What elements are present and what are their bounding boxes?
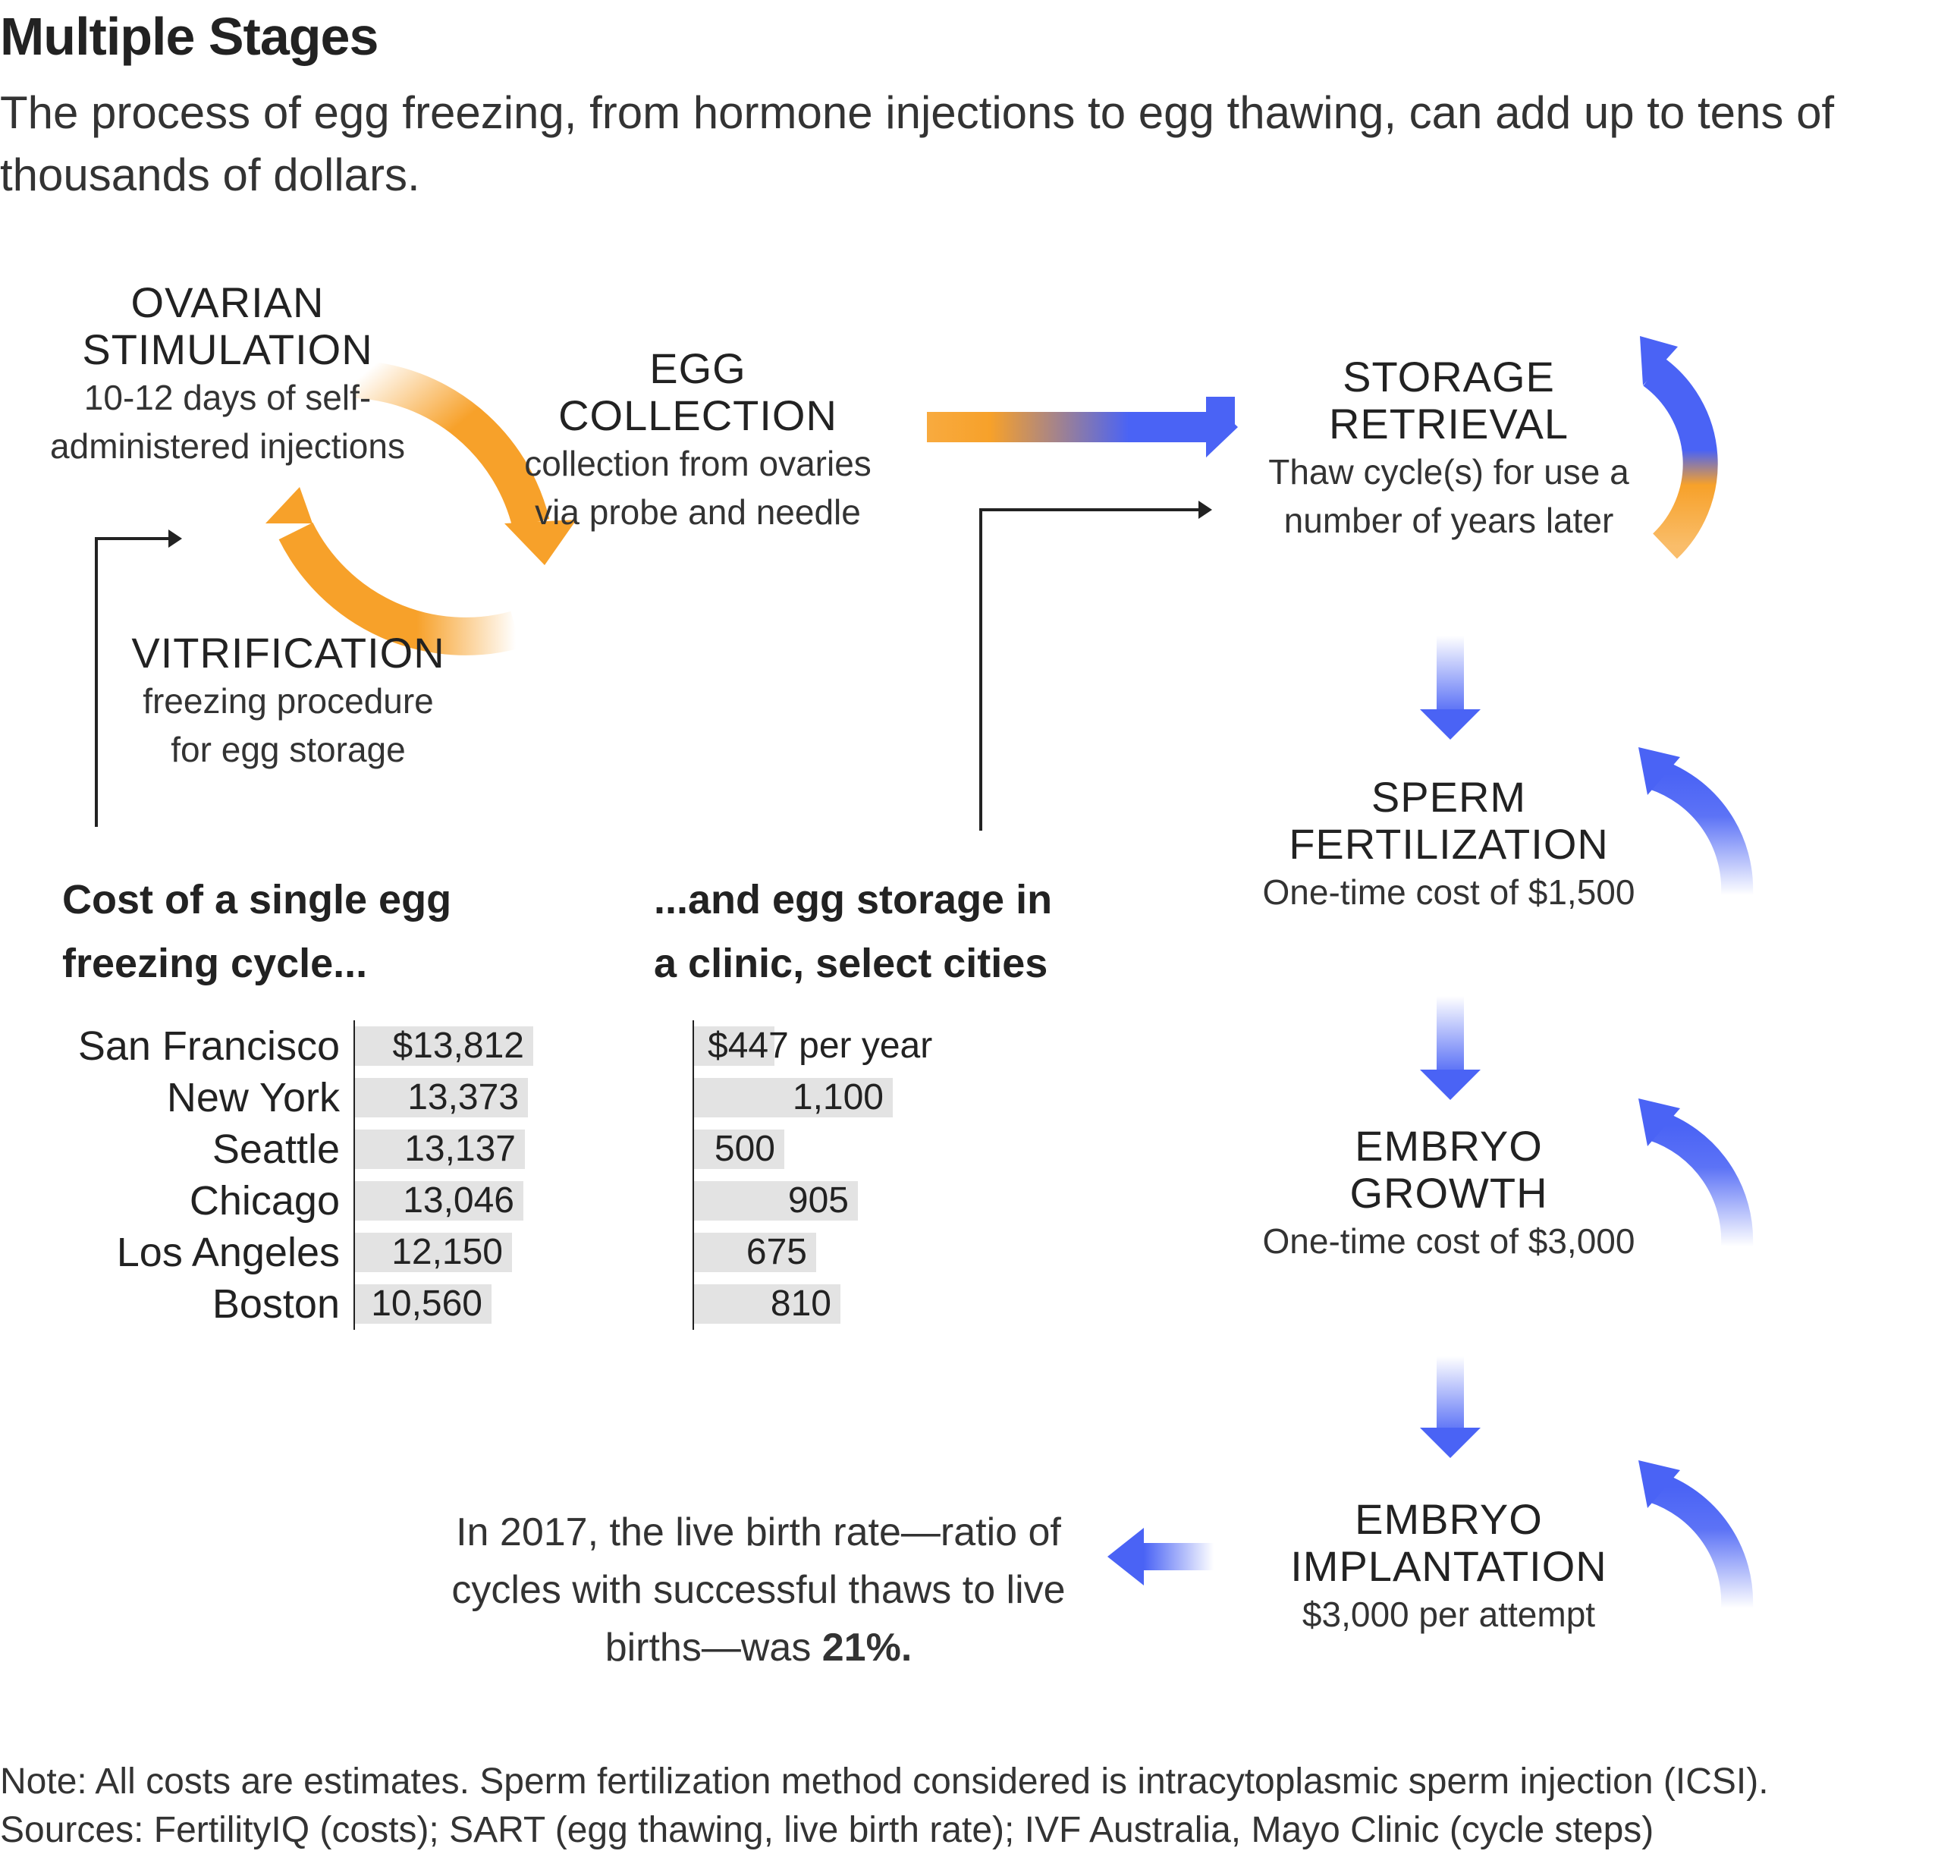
growth-arc [1648,1110,1754,1248]
cycle-cost-title: Cost of a single egg freezing cycle... [62,868,487,995]
left-arrow-shaft [1144,1543,1214,1570]
result-line: In 2017, the live birth rate—ratio of [456,1510,1061,1554]
stage-name: STORAGE [1343,353,1555,401]
cycle-cost-bar [355,1130,525,1169]
city-label: Los Angeles [116,1230,340,1275]
stage-name: RETRIEVAL [1328,400,1569,448]
stage-sperm-fertilization: SPERM FERTILIZATION One-time cost of $1,… [1244,774,1654,916]
storage-cost-value: 1,100 [792,1077,884,1117]
cycle-cost-value: 10,560 [371,1284,482,1324]
result-line: births—was 21%. [425,1619,1092,1676]
stage-name: EGG [649,344,746,392]
stage-desc: via probe and needle [535,492,861,532]
stage-vitrification: VITRIFICATION freezing procedure for egg… [114,630,463,774]
storage-cost-chart: $447 per year 1,100 500 905 675 810 [683,1020,1138,1339]
stage-ovarian-stimulation: OVARIAN STIMULATION 10-12 days of self- … [30,279,425,470]
result-line: cycles with successful thaws to live [451,1568,1066,1612]
retrieval-arrowhead [1640,336,1678,385]
page-subtitle: The process of egg freezing, from hormon… [0,87,1835,200]
storage-cost-value: 675 [746,1232,807,1272]
sperm-arc [1648,759,1754,897]
storage-cost-value: $447 per year [708,1026,933,1066]
cycle-arrowhead-up [265,487,313,523]
stage-desc: Thaw cycle(s) for use a [1268,452,1629,492]
chart-title-line: freezing cycle... [62,941,368,986]
implantation-arc [1648,1472,1754,1610]
cycle-cost-value: $13,812 [392,1026,524,1066]
result-prefix: births—was [605,1626,822,1670]
storage-cost-value: 500 [714,1129,775,1169]
storage-cost-bar [694,1284,840,1324]
footer-sources: Sources: FertilityIQ (costs); SART (egg … [0,1810,1654,1850]
stage-name: OVARIAN [130,278,325,326]
chart-title-line: ...and egg storage in [654,877,1053,922]
connector-cycle-cost [95,537,168,827]
stage-storage-retrieval: STORAGE RETRIEVAL Thaw cycle(s) for use … [1244,354,1654,545]
stage-name: STIMULATION [82,325,373,373]
retrieval-arc [1643,357,1718,559]
stage-desc: administered injections [50,426,405,466]
storage-cost-value: 905 [787,1180,849,1221]
cycle-cost-chart: San Francisco $13,812 New York 13,373 Seattl… [0,1020,759,1339]
stage-embryo-growth: EMBRYO GROWTH One-time cost of $3,000 [1244,1123,1654,1265]
cycle-cost-value: 12,150 [391,1232,503,1272]
storage-cost-title: ...and egg storage in a clinic, select c… [654,868,1124,995]
stage-desc: for egg storage [171,730,406,769]
cycle-cost-value: 13,373 [407,1077,519,1117]
connector-storage [979,508,1198,831]
stage-desc: number of years later [1283,501,1614,540]
cycle-arrowhead-down [504,520,576,565]
down-arrow-3 [1437,1356,1464,1440]
stage-desc: freezing procedure [143,681,434,721]
storage-cost-bar [694,1233,816,1272]
cycle-cost-value: 13,046 [403,1180,514,1221]
cycle-cost-bar [355,1026,533,1066]
chart-axis-line [693,1020,694,1330]
city-label: Chicago [189,1178,340,1224]
stage-name: IMPLANTATION [1290,1542,1607,1590]
down-arrow-1 [1437,636,1464,719]
left-arrowhead [1107,1528,1144,1585]
cycle-arc-top [355,360,550,529]
stage-name: VITRIFICATION [131,629,445,677]
cycle-cost-bar [355,1078,528,1117]
chart-axis-line [353,1020,355,1330]
down-arrow-2 [1437,996,1464,1079]
stage-name: EMBRYO [1355,1495,1543,1543]
storage-cost-value: 810 [770,1284,831,1324]
chart-title-line: Cost of a single egg [62,877,452,922]
horizontal-arrow-shaft [927,412,1215,442]
stage-egg-collection: EGG COLLECTION collection from ovaries v… [516,345,880,536]
stage-name: COLLECTION [558,391,837,439]
cycle-arc-bottom [278,522,521,655]
live-birth-rate-note: In 2017, the live birth rate—ratio of cy… [425,1504,1092,1676]
cycle-cost-value: 13,137 [404,1129,516,1169]
stage-name: EMBRYO [1355,1122,1543,1170]
chart-title-line: a clinic, select cities [654,941,1048,986]
city-label: San Francisco [77,1023,340,1069]
stage-name: FERTILIZATION [1289,820,1609,868]
cycle-cost-bar [355,1233,512,1272]
stage-desc: One-time cost of $3,000 [1262,1221,1635,1261]
footer-note: Note: All costs are estimates. Sperm fer… [0,1761,1769,1802]
stage-desc: $3,000 per attempt [1302,1595,1596,1634]
city-label: Seattle [212,1127,340,1172]
storage-cost-bar [694,1130,784,1169]
city-label: New York [166,1075,340,1120]
page-title: Multiple Stages [0,7,378,66]
stage-desc: collection from ovaries [524,444,872,483]
storage-cost-bar [694,1026,774,1066]
stage-name: GROWTH [1349,1169,1548,1217]
result-rate: 21%. [821,1626,912,1670]
stage-desc: One-time cost of $1,500 [1262,872,1635,912]
cycle-cost-bar [355,1284,492,1324]
stage-name: SPERM [1371,773,1527,821]
city-label: Boston [212,1281,340,1327]
storage-cost-bar [694,1078,893,1117]
stage-desc: 10-12 days of self- [83,378,372,417]
storage-cost-bar [694,1181,858,1221]
cycle-cost-bar [355,1181,523,1221]
stage-embryo-implantation: EMBRYO IMPLANTATION $3,000 per attempt [1244,1496,1654,1639]
